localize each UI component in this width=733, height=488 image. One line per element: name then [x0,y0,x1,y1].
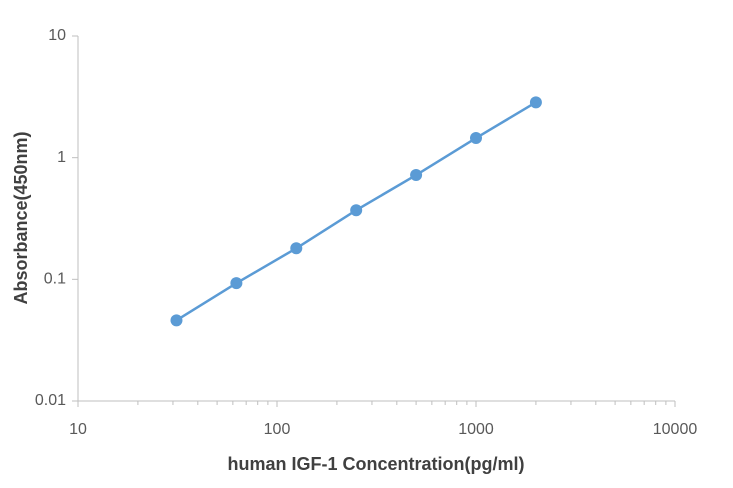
y-axis-title: Absorbance(450nm) [11,131,31,304]
data-point [410,169,423,182]
data-point [290,242,303,255]
data-point [230,277,243,290]
y-tick-label: 10 [48,27,66,44]
data-point [529,96,542,109]
data-point [170,314,183,327]
x-tick-label: 10000 [653,421,698,438]
x-tick-label: 100 [264,421,291,438]
x-axis-title: human IGF-1 Concentration(pg/ml) [228,454,525,474]
data-point [350,204,363,217]
x-tick-label: 10 [69,421,87,438]
x-tick-label: 1000 [458,421,494,438]
y-tick-label: 1 [57,149,66,166]
y-tick-label: 0.1 [44,271,66,288]
data-point [470,132,482,145]
y-tick-label: 0.01 [35,392,66,409]
